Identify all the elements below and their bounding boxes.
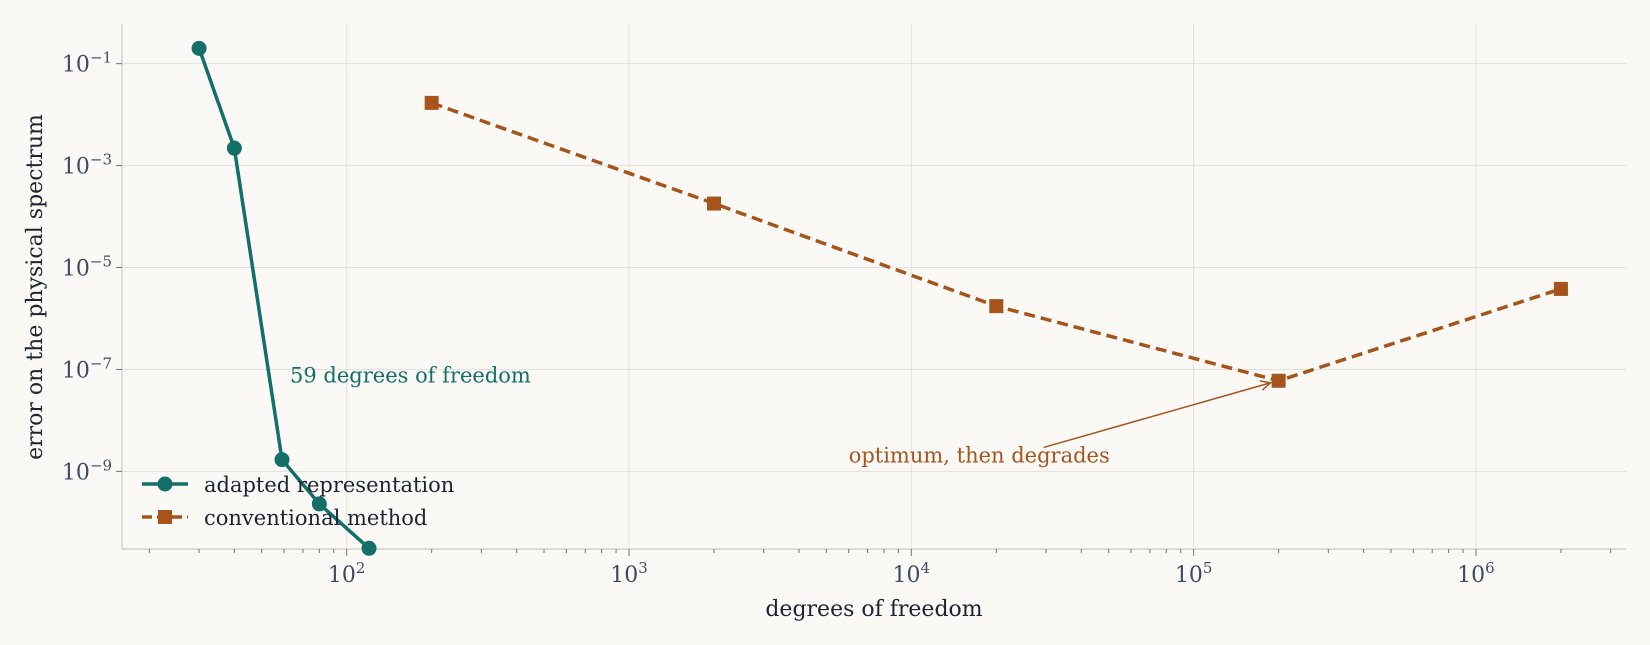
data-point — [191, 40, 207, 56]
data-point — [706, 196, 721, 211]
annotation-label-1: 59 degrees of freedom — [290, 364, 531, 388]
data-point — [361, 540, 377, 556]
x-tick-label: 103 — [610, 559, 648, 588]
legend: adapted representation conventional meth… — [142, 473, 454, 530]
x-tick-label: 105 — [1175, 559, 1213, 588]
annotation-arrow — [1043, 382, 1271, 449]
x-tick-label: 104 — [893, 559, 931, 588]
y-tick-label: 10−5 — [62, 253, 112, 282]
data-point — [274, 452, 290, 468]
data-point — [1271, 373, 1286, 388]
legend-label-conventional: conventional method — [204, 506, 427, 530]
data-point — [424, 95, 439, 110]
annotation-label-2: optimum, then degrades — [849, 443, 1110, 467]
series-line-2 — [431, 101, 1562, 383]
legend-marker-conventional — [158, 510, 172, 524]
grid — [122, 24, 1626, 549]
data-point — [226, 140, 242, 156]
annotation-arrowhead — [1259, 380, 1273, 391]
x-axis-label: degrees of freedom — [765, 597, 982, 622]
axes: 102 103 104 105 106 10−1 10−3 10−5 10−7 10−9 — [62, 24, 1626, 588]
y-tick-label: 10−3 — [62, 151, 112, 180]
y-tick-label: 10−1 — [62, 49, 112, 78]
y-axis-label: error on the physical spectrum — [23, 114, 48, 460]
x-tick-label: 102 — [328, 559, 366, 588]
x-tick-label: 106 — [1457, 559, 1495, 588]
data-point — [311, 496, 327, 512]
y-tick-label: 10−9 — [62, 456, 112, 485]
legend-label-adapted: adapted representation — [204, 473, 454, 497]
series-layer — [191, 40, 1568, 556]
data-point — [1553, 281, 1568, 296]
annotations: 59 degrees of freedom optimum, then degra… — [290, 364, 1273, 467]
y-tick-label: 10−7 — [62, 354, 112, 383]
data-point — [989, 299, 1004, 314]
legend-marker-adapted — [157, 476, 173, 492]
